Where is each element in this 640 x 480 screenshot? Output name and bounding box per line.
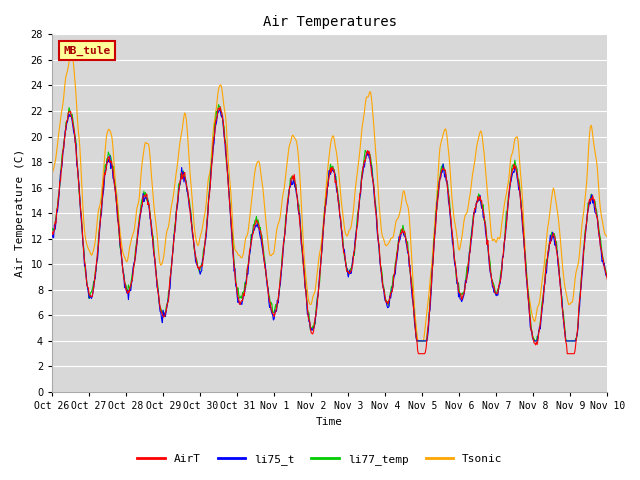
Title: Air Temperatures: Air Temperatures	[263, 15, 397, 29]
Y-axis label: Air Temperature (C): Air Temperature (C)	[15, 149, 25, 277]
Text: MB_tule: MB_tule	[63, 46, 111, 56]
Legend: AirT, li75_t, li77_temp, Tsonic: AirT, li75_t, li77_temp, Tsonic	[133, 450, 507, 469]
X-axis label: Time: Time	[316, 417, 343, 427]
